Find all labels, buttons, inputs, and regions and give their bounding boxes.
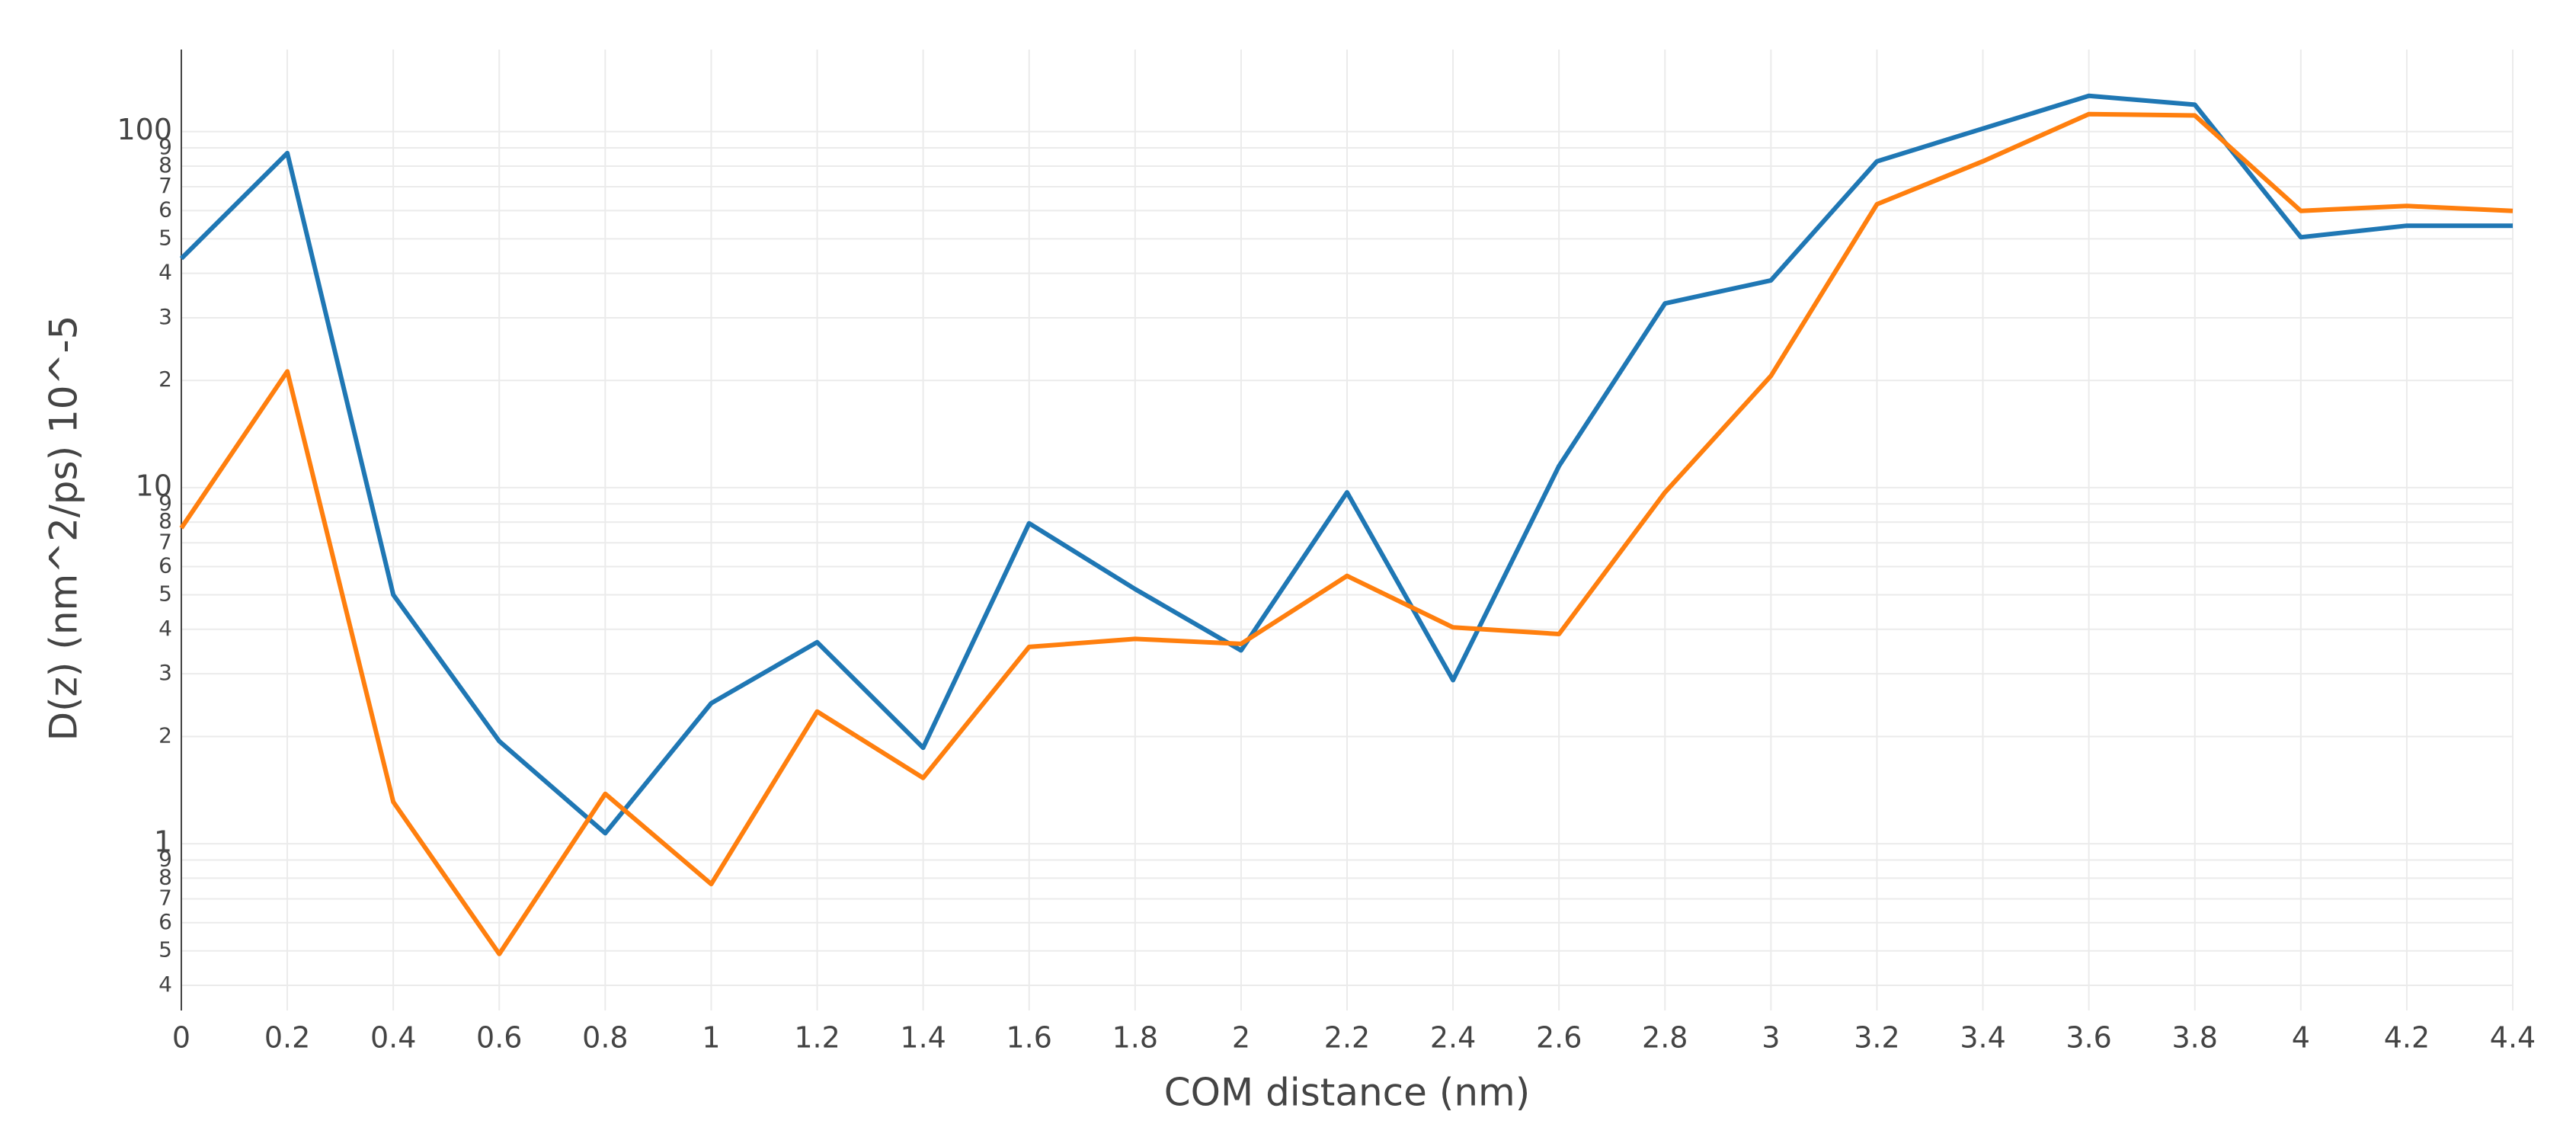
data-line — [179, 111, 2514, 956]
y-tick-label: 4 — [158, 616, 172, 641]
x-tick-label: 0.6 — [476, 1021, 522, 1055]
y-tick-label: 8 — [158, 508, 172, 533]
y-tick-label: 8 — [158, 152, 172, 178]
x-tick-label: 0 — [172, 1021, 190, 1055]
x-tick-label: 3.4 — [1960, 1021, 2005, 1055]
x-tick-label: 0.4 — [370, 1021, 416, 1055]
x-tick-label: 2.4 — [1430, 1021, 1476, 1055]
x-tick-label: 1.6 — [1006, 1021, 1052, 1055]
x-tick-label: 0.8 — [582, 1021, 628, 1055]
y-tick-label: 9 — [158, 846, 172, 871]
x-tick-label: 2 — [1232, 1021, 1250, 1055]
y-tick-label: 6 — [158, 909, 172, 934]
y-tick-label: 8 — [158, 864, 172, 889]
x-tick-label: 1.2 — [794, 1021, 840, 1055]
x-tick-label: 3.6 — [2066, 1021, 2111, 1055]
x-tick-label: 2.6 — [1536, 1021, 1582, 1055]
y-tick-label: 6 — [158, 553, 172, 578]
x-tick-label: 4.2 — [2384, 1021, 2430, 1055]
y-tick-label: 9 — [158, 134, 172, 159]
y-axis-title: D(z) (nm^2/ps) 10^-5 — [42, 315, 86, 741]
x-tick-label: 3.2 — [1854, 1021, 1899, 1055]
x-axis-title: COM distance (nm) — [1164, 1071, 1530, 1115]
data-line — [179, 93, 2513, 836]
y-tick-label: 7 — [158, 885, 172, 910]
y-tick-label: 3 — [158, 660, 172, 685]
x-tick-label: 3 — [1762, 1021, 1780, 1055]
y-tick-label: 7 — [158, 529, 172, 554]
x-tick-label: 2.8 — [1642, 1021, 1688, 1055]
y-tick-label: 5 — [158, 225, 172, 250]
y-tick-label: 2 — [158, 367, 172, 392]
x-tick-label: 1 — [702, 1021, 720, 1055]
x-tick-label: 1.8 — [1112, 1021, 1158, 1055]
x-tick-label: 1.4 — [900, 1021, 946, 1055]
x-tick-label: 4 — [2292, 1021, 2310, 1055]
y-tick-label: 10 — [136, 469, 172, 502]
y-tick-label: 3 — [158, 304, 172, 329]
y-tick-label: 4 — [158, 972, 172, 997]
x-tick-label: 2.2 — [1324, 1021, 1370, 1055]
x-tick-label: 4.4 — [2490, 1021, 2536, 1055]
y-tick-label: 5 — [158, 937, 172, 962]
y-tick-label: 1 — [154, 825, 172, 859]
y-tick-label: 5 — [158, 581, 172, 607]
y-tick-label: 4 — [158, 260, 172, 285]
x-tick-label: 3.8 — [2172, 1021, 2218, 1055]
y-tick-label: 2 — [158, 722, 172, 748]
y-tick-label: 9 — [158, 490, 172, 515]
y-tick-label: 6 — [158, 197, 172, 222]
x-tick-label: 0.2 — [264, 1021, 310, 1055]
y-tick-label: 7 — [158, 173, 172, 198]
y-tick-label: 100 — [117, 113, 172, 146]
